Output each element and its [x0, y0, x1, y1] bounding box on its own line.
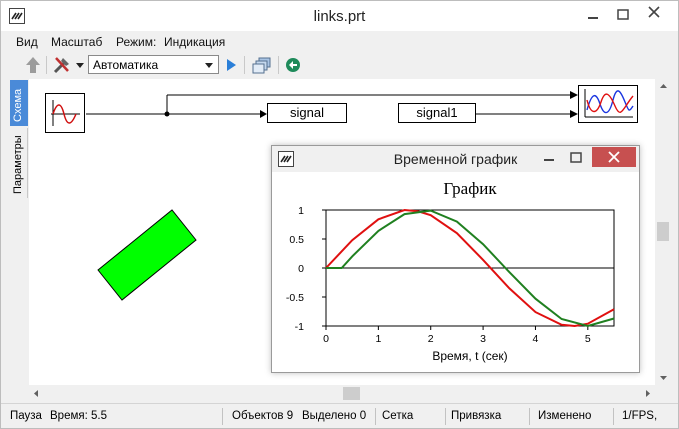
refresh-icon[interactable]	[283, 54, 303, 76]
y-tick-label: 1	[298, 205, 304, 217]
y-tick-label: 0.5	[289, 234, 304, 246]
x-tick-label: 3	[480, 333, 486, 345]
scroll-down-icon[interactable]	[655, 371, 672, 385]
series-line-2	[326, 209, 615, 328]
tools-icon[interactable]	[51, 54, 73, 76]
chevron-down-icon	[205, 63, 213, 68]
status-grid[interactable]: Сетка	[382, 410, 414, 422]
plot-graph-icon	[584, 89, 634, 118]
menu-view[interactable]: Вид	[16, 35, 38, 49]
y-tick-label: 0	[298, 263, 304, 275]
signal-block[interactable]: signal	[267, 103, 347, 123]
time-graph-chart: График 0 1 2 3 4 5 1 0.5 0 -0.5 -1 Время, t (сек)	[278, 174, 633, 368]
green-shape[interactable]	[97, 209, 197, 301]
status-modified: Изменено	[538, 410, 592, 422]
horizontal-scrollbar[interactable]	[29, 385, 655, 402]
y-tick-label: -0.5	[286, 292, 304, 304]
x-tick-label: 5	[585, 333, 591, 345]
tab-parameters[interactable]: Параметры	[10, 128, 28, 198]
x-axis-label: Время, t (сек)	[432, 349, 507, 363]
scroll-up-icon[interactable]	[655, 79, 672, 93]
minimize-icon[interactable]	[538, 148, 560, 168]
status-fps: 1/FPS,	[622, 410, 658, 422]
menu-bar: Вид Масштаб Режим: Индикация	[1, 32, 678, 52]
chart-title: График	[443, 179, 497, 198]
status-selected: Выделено 0	[302, 410, 367, 422]
schema-connections	[86, 91, 578, 301]
sine-generator-block[interactable]	[45, 93, 85, 133]
arrow-head	[570, 110, 578, 118]
y-tick-label: -1	[295, 321, 304, 333]
status-separator	[613, 408, 614, 425]
minimize-icon[interactable]	[579, 5, 607, 25]
toolbar-separator	[244, 56, 245, 74]
sine-wave-icon	[51, 100, 80, 126]
status-separator	[529, 408, 530, 425]
x-tick-label: 0	[323, 333, 329, 345]
tab-schema-label: Схема	[12, 88, 24, 122]
status-time: Время: 5.5	[50, 410, 107, 422]
mode-select[interactable]: Автоматика	[88, 55, 219, 74]
tab-parameters-label: Параметры	[12, 135, 24, 194]
app-logo-icon	[9, 8, 25, 24]
status-state: Пауза	[10, 410, 42, 422]
x-tick-label: 4	[533, 333, 539, 345]
status-snap[interactable]: Привязка	[451, 410, 502, 422]
maximize-icon[interactable]	[609, 5, 637, 25]
plot-close-button[interactable]	[592, 147, 636, 167]
plot-block[interactable]	[578, 85, 638, 123]
chevron-down-icon[interactable]	[75, 54, 85, 76]
window-title: links.prt	[313, 8, 366, 25]
junction-dot	[164, 111, 170, 117]
status-bar: Пауза Время: 5.5 Объектов 9 Выделено 0 С…	[1, 403, 678, 428]
time-graph-window[interactable]: Временной график График 0 1 2 3 4 5 1 0.5 0 -0.5 -1…	[271, 145, 640, 373]
menu-mode-label: Режим:	[116, 35, 157, 49]
tab-schema[interactable]: Схема	[10, 80, 28, 126]
menu-indication[interactable]: Индикация	[164, 35, 226, 49]
toolbar-separator	[278, 56, 279, 74]
close-icon	[608, 151, 620, 163]
side-tabs: Схема Параметры	[10, 80, 28, 200]
signal1-block-label: signal1	[416, 105, 458, 120]
arrow-head	[260, 110, 267, 118]
vertical-scroll-thumb[interactable]	[657, 222, 669, 241]
toolbar-separator	[46, 56, 47, 74]
arrow-head	[570, 91, 578, 99]
x-tick-label: 1	[375, 333, 381, 345]
x-tick-label: 2	[428, 333, 434, 345]
status-separator	[445, 408, 446, 425]
menu-scale[interactable]: Масштаб	[51, 35, 103, 49]
signal-block-label: signal	[290, 105, 324, 120]
close-icon[interactable]	[631, 2, 677, 22]
title-bar: links.prt	[1, 1, 678, 31]
play-icon[interactable]	[223, 54, 239, 76]
app-logo-icon	[278, 151, 294, 167]
horizontal-scroll-thumb[interactable]	[343, 387, 360, 400]
status-separator	[375, 408, 376, 425]
mode-select-value: Автоматика	[93, 58, 159, 72]
time-graph-titlebar[interactable]: Временной график	[272, 146, 639, 172]
windows-icon[interactable]	[251, 54, 273, 76]
maximize-icon[interactable]	[565, 148, 587, 168]
status-separator	[222, 408, 223, 425]
signal1-block[interactable]: signal1	[398, 103, 476, 123]
toolbar: Автоматика	[1, 53, 678, 77]
time-graph-title: Временной график	[393, 151, 518, 167]
status-objects: Объектов 9	[232, 410, 294, 422]
vertical-scrollbar[interactable]	[655, 79, 672, 385]
scroll-right-icon[interactable]	[641, 385, 655, 402]
series-line-1	[325, 208, 615, 328]
up-arrow-icon[interactable]	[23, 54, 43, 76]
scroll-left-icon[interactable]	[29, 385, 43, 402]
